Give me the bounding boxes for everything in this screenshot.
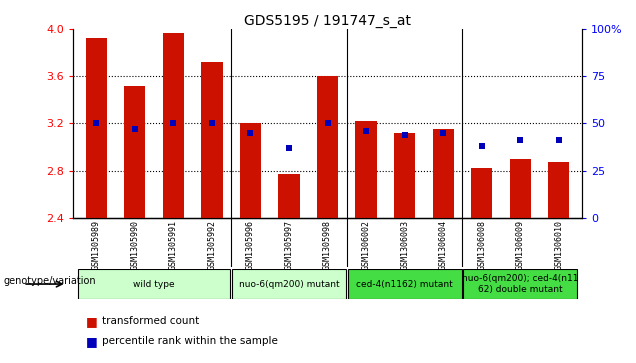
Bar [548,162,569,218]
Text: GSM1306002: GSM1306002 [362,220,371,270]
Bar [394,133,415,218]
Text: nuo-6(qm200); ced-4(n11
62) double mutant: nuo-6(qm200); ced-4(n11 62) double mutan… [462,274,579,294]
Bar [86,38,107,218]
Text: GSM1305991: GSM1305991 [169,220,178,270]
Text: GSM1305998: GSM1305998 [323,220,332,270]
Bar [202,62,223,218]
Text: GSM1305989: GSM1305989 [92,220,100,270]
Text: GSM1306008: GSM1306008 [477,220,486,270]
Bar [471,168,492,218]
Bar [124,86,146,218]
Text: GSM1305997: GSM1305997 [284,220,293,270]
Text: GSM1305992: GSM1305992 [207,220,216,270]
Text: nuo-6(qm200) mutant: nuo-6(qm200) mutant [238,280,340,289]
Bar [348,269,462,299]
Bar [356,121,377,218]
Bar [279,174,300,218]
Text: ■: ■ [86,335,97,348]
Bar [240,123,261,218]
Bar [163,33,184,218]
Text: ■: ■ [86,315,97,328]
Text: GSM1306009: GSM1306009 [516,220,525,270]
Text: wild type: wild type [134,280,175,289]
Text: GSM1306004: GSM1306004 [439,220,448,270]
Text: GSM1305990: GSM1305990 [130,220,139,270]
Text: GSM1305996: GSM1305996 [246,220,255,270]
Text: percentile rank within the sample: percentile rank within the sample [102,336,278,346]
Bar [317,76,338,218]
Text: GSM1306010: GSM1306010 [555,220,563,270]
Bar [432,129,453,218]
Text: ced-4(n1162) mutant: ced-4(n1162) mutant [356,280,453,289]
Text: GSM1306003: GSM1306003 [400,220,409,270]
Bar [232,269,346,299]
Bar [78,269,230,299]
Bar [463,269,577,299]
Text: transformed count: transformed count [102,316,199,326]
Title: GDS5195 / 191747_s_at: GDS5195 / 191747_s_at [244,14,411,28]
Bar [509,159,531,218]
Text: genotype/variation: genotype/variation [3,276,96,286]
